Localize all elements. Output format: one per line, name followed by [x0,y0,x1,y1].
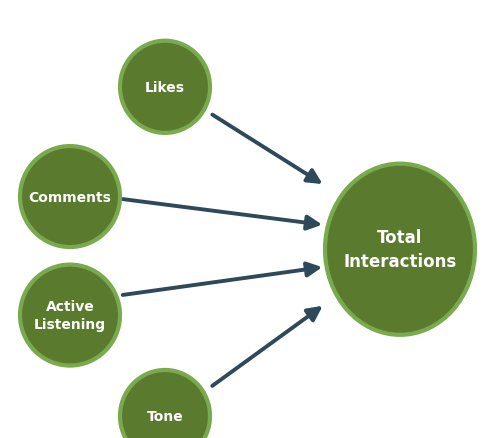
Text: Comments: Comments [28,190,112,204]
Ellipse shape [325,164,475,335]
Ellipse shape [20,265,120,366]
Ellipse shape [120,42,210,134]
Text: Tone: Tone [146,409,184,423]
Text: Total
Interactions: Total Interactions [344,229,456,270]
Text: Likes: Likes [145,81,185,95]
Ellipse shape [20,147,120,247]
Ellipse shape [120,370,210,438]
Text: Active
Listening: Active Listening [34,299,106,332]
